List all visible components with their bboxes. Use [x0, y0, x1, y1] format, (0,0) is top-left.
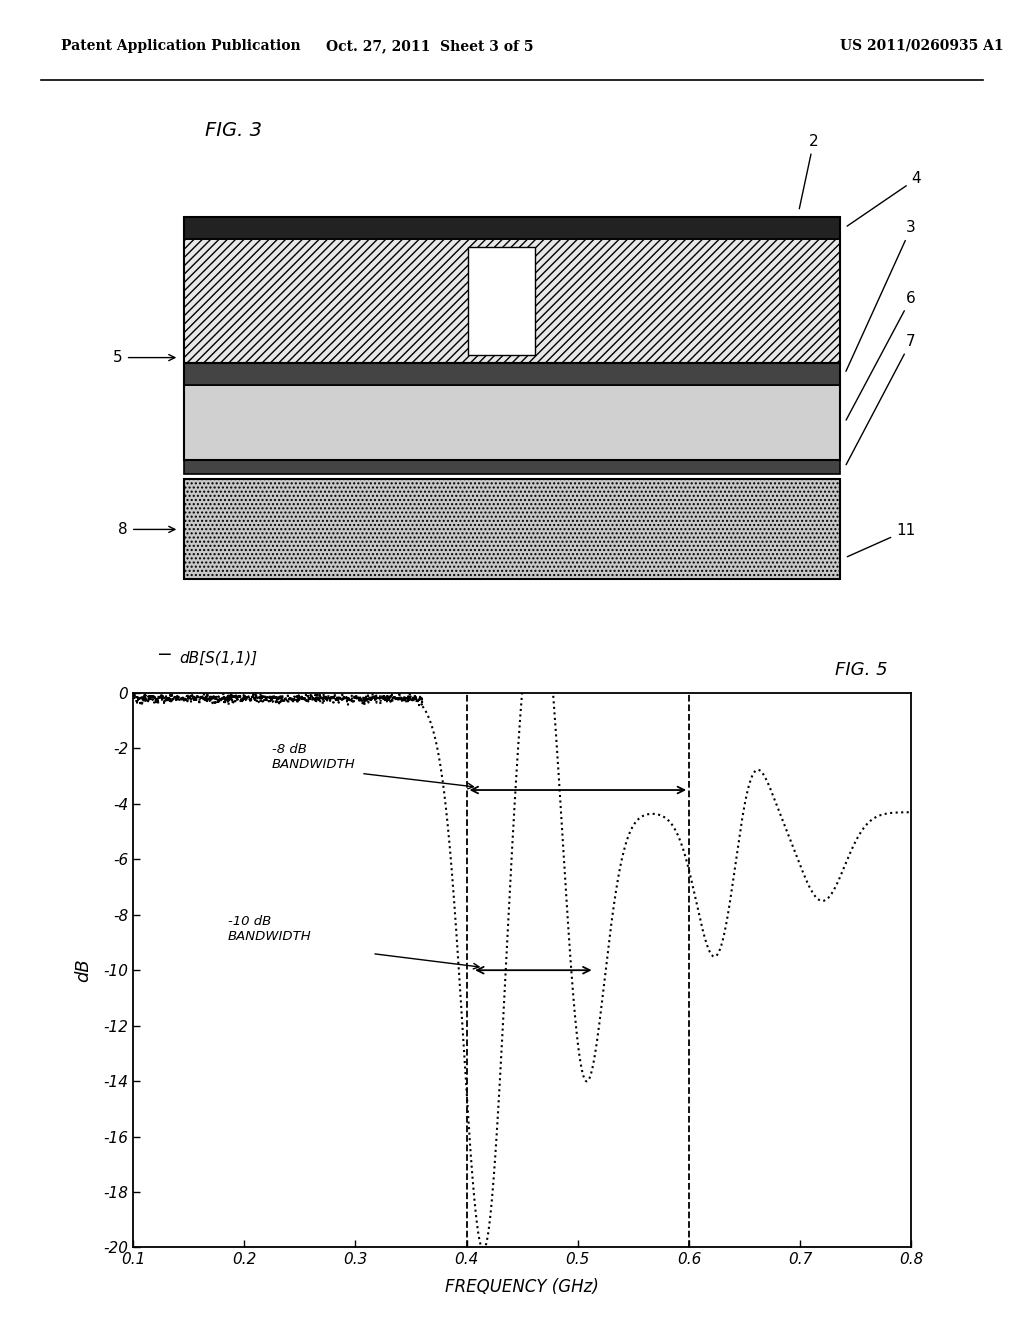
Text: 7: 7 — [846, 334, 915, 465]
Text: dB[S(1,1)]: dB[S(1,1)] — [179, 651, 257, 665]
Bar — [469, 247, 535, 355]
Bar — [184, 384, 840, 461]
Text: —: — — [159, 645, 170, 664]
Bar — [184, 216, 840, 363]
Text: Patent Application Publication: Patent Application Publication — [61, 38, 301, 53]
Bar — [184, 239, 840, 363]
Text: 2: 2 — [800, 133, 818, 209]
Text: Oct. 27, 2011  Sheet 3 of 5: Oct. 27, 2011 Sheet 3 of 5 — [327, 38, 534, 53]
Text: 8: 8 — [119, 521, 175, 537]
Bar — [184, 363, 840, 384]
Bar — [184, 363, 840, 461]
Text: FIG. 5: FIG. 5 — [835, 660, 887, 678]
Bar — [184, 479, 840, 579]
Text: FIG. 3: FIG. 3 — [205, 120, 262, 140]
Y-axis label: dB: dB — [74, 958, 92, 982]
Text: 3: 3 — [846, 220, 916, 371]
X-axis label: FREQUENCY (GHz): FREQUENCY (GHz) — [445, 1278, 599, 1296]
Text: 6: 6 — [846, 290, 916, 420]
Text: 11: 11 — [847, 523, 915, 557]
Text: US 2011/0260935 A1: US 2011/0260935 A1 — [840, 38, 1004, 53]
Bar — [184, 461, 840, 474]
Text: 4: 4 — [847, 172, 921, 226]
Text: -8 dB
BANDWIDTH: -8 dB BANDWIDTH — [272, 743, 356, 771]
Text: 5: 5 — [114, 350, 175, 366]
Text: -10 dB
BANDWIDTH: -10 dB BANDWIDTH — [227, 915, 311, 942]
Bar — [184, 479, 840, 579]
Bar — [184, 216, 840, 239]
